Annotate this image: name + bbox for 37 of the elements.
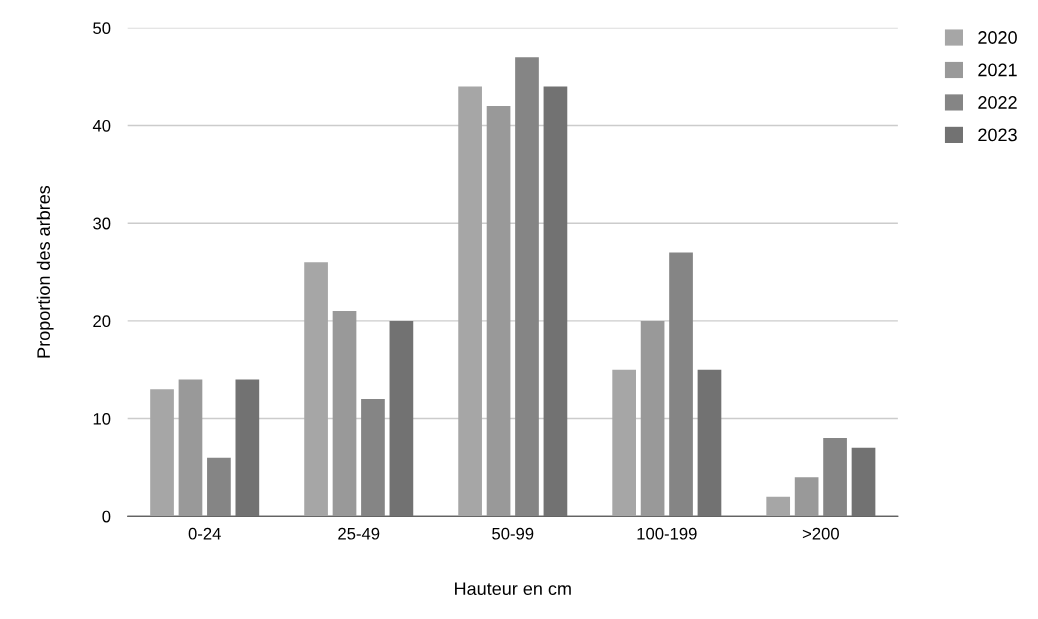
bar	[543, 86, 568, 517]
bar	[178, 379, 203, 517]
bar	[766, 496, 791, 517]
bar	[486, 106, 511, 517]
bar	[515, 57, 539, 517]
legend-label: 2021	[978, 63, 1017, 77]
bar	[235, 379, 260, 517]
bar	[304, 262, 328, 517]
legend-label: 2023	[978, 128, 1017, 142]
bar	[669, 252, 693, 517]
bar	[823, 438, 847, 517]
bar	[794, 477, 819, 517]
bar	[389, 320, 414, 517]
y-tick-label: 10	[93, 412, 111, 425]
x-tick-label: 25-49	[338, 527, 380, 540]
x-tick-label: 50-99	[492, 527, 534, 540]
bar	[612, 369, 636, 517]
bar	[332, 311, 357, 517]
bar	[640, 320, 665, 517]
bar	[361, 399, 385, 517]
x-tick-label: >200	[802, 527, 839, 540]
y-tick-label: 50	[93, 22, 111, 35]
legend-label: 2020	[978, 31, 1017, 44]
y-tick-label: 30	[93, 217, 111, 230]
bar	[697, 369, 722, 517]
legend-label: 2022	[978, 96, 1017, 109]
bar	[150, 389, 174, 517]
bar	[458, 86, 482, 517]
bar	[207, 457, 231, 517]
bar	[851, 447, 876, 517]
y-axis-title: Proportion des arbres	[36, 185, 54, 358]
y-tick-label: 40	[92, 119, 111, 132]
x-tick-label: 0-24	[188, 527, 221, 540]
y-tick-label: 20	[93, 315, 111, 328]
x-tick-label: 100-199	[637, 527, 697, 540]
x-axis-title: Hauteur en cm	[455, 582, 571, 596]
y-tick-label: 0	[102, 510, 111, 523]
